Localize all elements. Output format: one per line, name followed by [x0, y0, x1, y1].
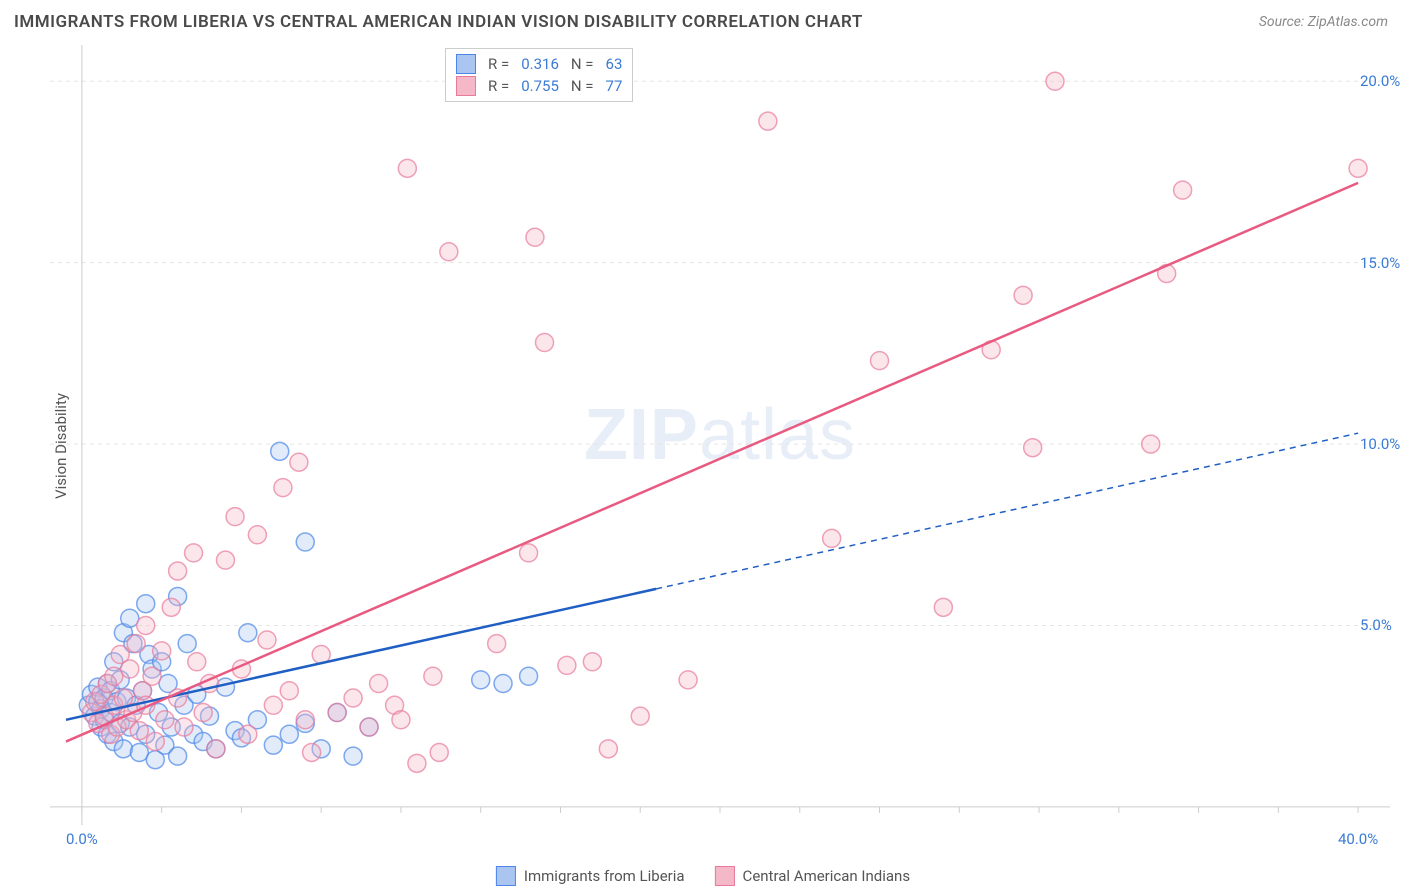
legend-swatch-central-american: [715, 866, 735, 886]
legend-swatch-blue: [456, 54, 476, 74]
legend-item-central-american: Central American Indians: [715, 866, 911, 886]
r-label-1: R =: [488, 53, 509, 75]
legend-swatch-pink: [456, 76, 476, 96]
series-legend: Immigrants from Liberia Central American…: [496, 866, 910, 886]
y-tick-label: 10.0%: [1360, 435, 1400, 453]
n-value-2: 77: [606, 75, 623, 97]
x-tick-label: 0.0%: [66, 830, 98, 848]
n-value-1: 63: [606, 53, 623, 75]
n-label-1: N =: [571, 53, 594, 75]
correlation-row-2: R = 0.755 N = 77: [456, 75, 622, 97]
x-tick-label: 40.0%: [1338, 830, 1378, 848]
y-tick-label: 5.0%: [1360, 616, 1392, 634]
legend-swatch-liberia: [496, 866, 516, 886]
r-value-1: 0.316: [521, 53, 559, 75]
legend-item-liberia: Immigrants from Liberia: [496, 866, 685, 886]
r-label-2: R =: [488, 75, 509, 97]
y-tick-label: 20.0%: [1360, 72, 1400, 90]
plot-area: ZIPatlas: [50, 45, 1390, 825]
source-attribution: Source: ZipAtlas.com: [1259, 14, 1388, 30]
legend-label-central-american: Central American Indians: [743, 867, 911, 885]
r-value-2: 0.755: [521, 75, 559, 97]
chart-container: IMMIGRANTS FROM LIBERIA VS CENTRAL AMERI…: [0, 0, 1406, 892]
correlation-row-1: R = 0.316 N = 63: [456, 53, 622, 75]
correlation-legend: R = 0.316 N = 63 R = 0.755 N = 77: [445, 48, 633, 102]
y-tick-label: 15.0%: [1360, 254, 1400, 272]
n-label-2: N =: [571, 75, 594, 97]
scatter-chart-svg: [50, 45, 1390, 825]
legend-label-liberia: Immigrants from Liberia: [524, 867, 685, 885]
chart-title: IMMIGRANTS FROM LIBERIA VS CENTRAL AMERI…: [14, 12, 863, 32]
